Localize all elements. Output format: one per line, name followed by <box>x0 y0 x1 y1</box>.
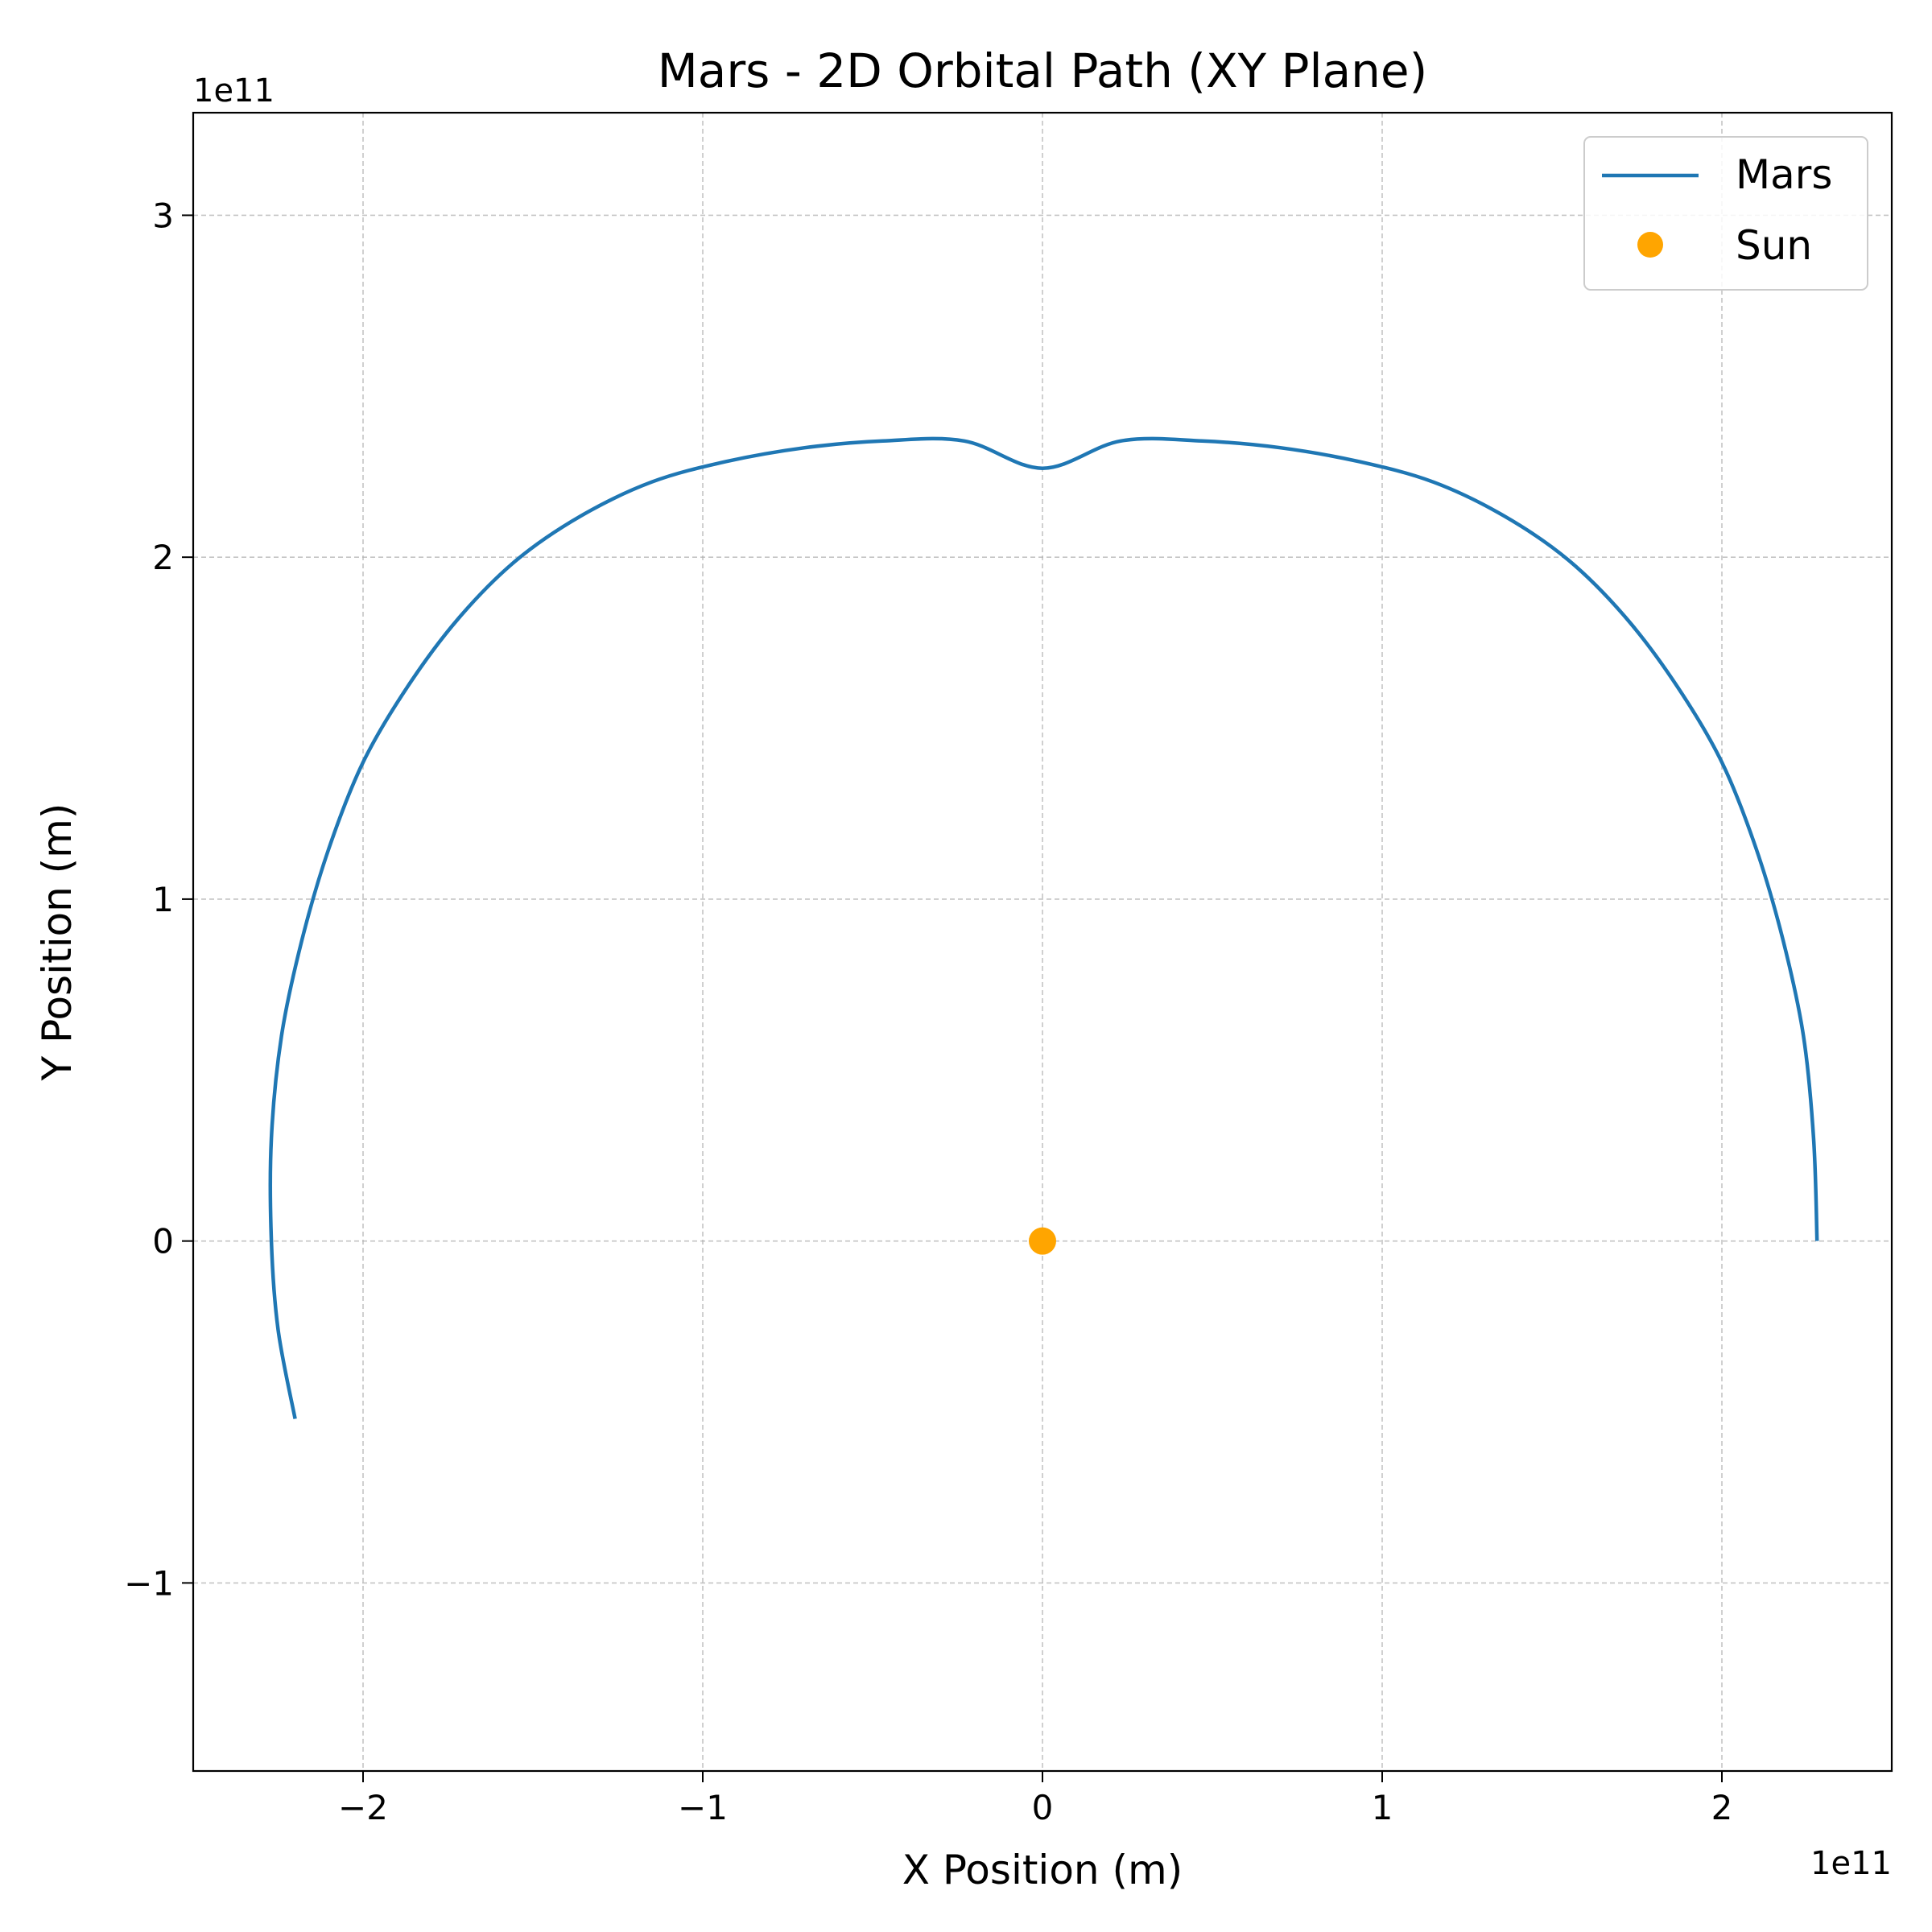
legend: Mars Sun <box>1583 136 1868 291</box>
y-tick-label: 0 <box>152 1222 174 1261</box>
y-tick-label: −1 <box>124 1563 174 1603</box>
legend-sun-label: Sun <box>1736 222 1812 269</box>
y-offset-label: 1e11 <box>193 72 275 109</box>
y-tick-label: 1 <box>152 880 174 919</box>
x-axis-label: X Position (m) <box>902 1847 1183 1893</box>
axis-ticks: −2 −1 0 1 2 −1 0 1 2 3 <box>124 196 1732 1827</box>
mars-orbit-line <box>268 436 1819 1419</box>
chart-title: Mars - 2D Orbital Path (XY Plane) <box>658 43 1428 98</box>
x-tick-label: 0 <box>1032 1788 1054 1827</box>
x-tick-label: −2 <box>338 1788 388 1827</box>
x-offset-label: 1e11 <box>1810 1845 1892 1882</box>
x-tick-label: 2 <box>1711 1788 1733 1827</box>
grid-lines <box>193 113 1892 1771</box>
y-tick-label: 2 <box>152 538 174 577</box>
x-tick-label: 1 <box>1372 1788 1393 1827</box>
sun-marker <box>1029 1227 1056 1255</box>
legend-sun-marker <box>1637 232 1663 258</box>
y-axis-label: Y Position (m) <box>34 803 80 1082</box>
y-tick-label: 3 <box>152 196 174 235</box>
plot-data <box>268 436 1819 1419</box>
legend-mars-label: Mars <box>1736 151 1832 198</box>
x-tick-label: −1 <box>678 1788 728 1827</box>
